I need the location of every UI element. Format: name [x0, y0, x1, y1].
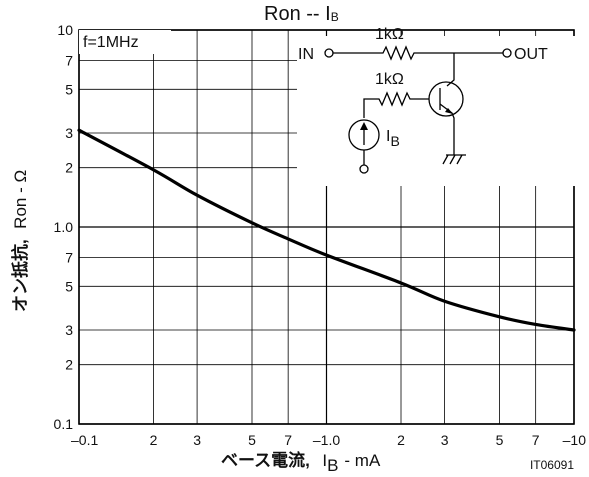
x-axis-title-jp: ベース電流, [221, 450, 310, 470]
x-axis-title-unit: - mA [344, 451, 381, 470]
y-tick-label: 10 [57, 22, 73, 38]
current-source-label: IB [386, 128, 400, 149]
y-tick-label: 5 [65, 81, 73, 97]
x-tick-label: –1.0 [313, 432, 340, 448]
x-tick-label: 7 [284, 432, 292, 448]
x-axis-title-symbol: I [322, 451, 327, 470]
test-circuit-inset: IN 1kΩ OUT 1kΩ IB [297, 26, 575, 186]
y-tick-labels: 0.1 2 3 5 7 1.0 2 3 5 7 10 [54, 22, 74, 432]
y-tick-label: 7 [65, 53, 73, 69]
frequency-label-bg [79, 30, 171, 54]
y-tick-label: 3 [65, 322, 73, 338]
y-axis-title-jp: オン抵抗, [10, 239, 30, 312]
x-tick-label: –0.1 [71, 432, 98, 448]
figure-code: IT06091 [530, 458, 574, 472]
bottom-terminal-icon [359, 164, 369, 174]
x-tick-label: –10 [563, 432, 587, 448]
circuit-background [297, 36, 575, 186]
emitter-arrow-icon [445, 108, 453, 114]
circuit-in-label: IN [298, 46, 314, 63]
x-tick-label: 3 [193, 432, 201, 448]
x-tick-label: 5 [496, 432, 504, 448]
top-resistor-icon [333, 45, 503, 61]
current-source-arrow-icon [360, 122, 368, 130]
top-resistor-label: 1kΩ [375, 26, 404, 43]
circuit-out-label: OUT [514, 46, 548, 63]
x-axis-title-sub: B [327, 456, 338, 475]
y-tick-label: 2 [65, 160, 73, 176]
x-tick-label: 2 [150, 432, 158, 448]
y-tick-label: 2 [65, 357, 73, 373]
ron-curve [77, 128, 576, 332]
x-axis-title: ベース電流, IB - mA [221, 450, 381, 475]
chart-title-sub: B [331, 10, 339, 24]
y-tick-label: 1.0 [54, 219, 74, 235]
x-tick-label: 5 [248, 432, 256, 448]
y-tick-label: 5 [65, 278, 73, 294]
base-resistor-icon [363, 91, 429, 118]
x-tick-label: 7 [532, 432, 540, 448]
x-tick-labels: –0.1 2 3 5 7 –1.0 2 3 5 7 –10 [71, 432, 586, 448]
y-axis-title: オン抵抗, Ron - Ω [10, 170, 30, 312]
emitter-wire [439, 103, 455, 152]
x-tick-label: 3 [441, 432, 449, 448]
out-terminal-icon [502, 48, 512, 58]
plot-frame [78, 29, 575, 425]
y-tick-label: 0.1 [54, 416, 74, 432]
y-tick-label: 7 [65, 250, 73, 266]
frequency-label: f=1MHz [83, 34, 139, 51]
chart-title-main: Ron -- I [264, 3, 331, 25]
collector-wire [446, 53, 455, 87]
base-resistor-label: 1kΩ [375, 71, 404, 88]
y-tick-label: 3 [65, 125, 73, 141]
ground-icon [442, 154, 466, 165]
y-axis-title-rest: Ron - Ω [11, 170, 30, 229]
chart-title: Ron -- IB [264, 3, 339, 25]
x-tick-label: 2 [397, 432, 405, 448]
